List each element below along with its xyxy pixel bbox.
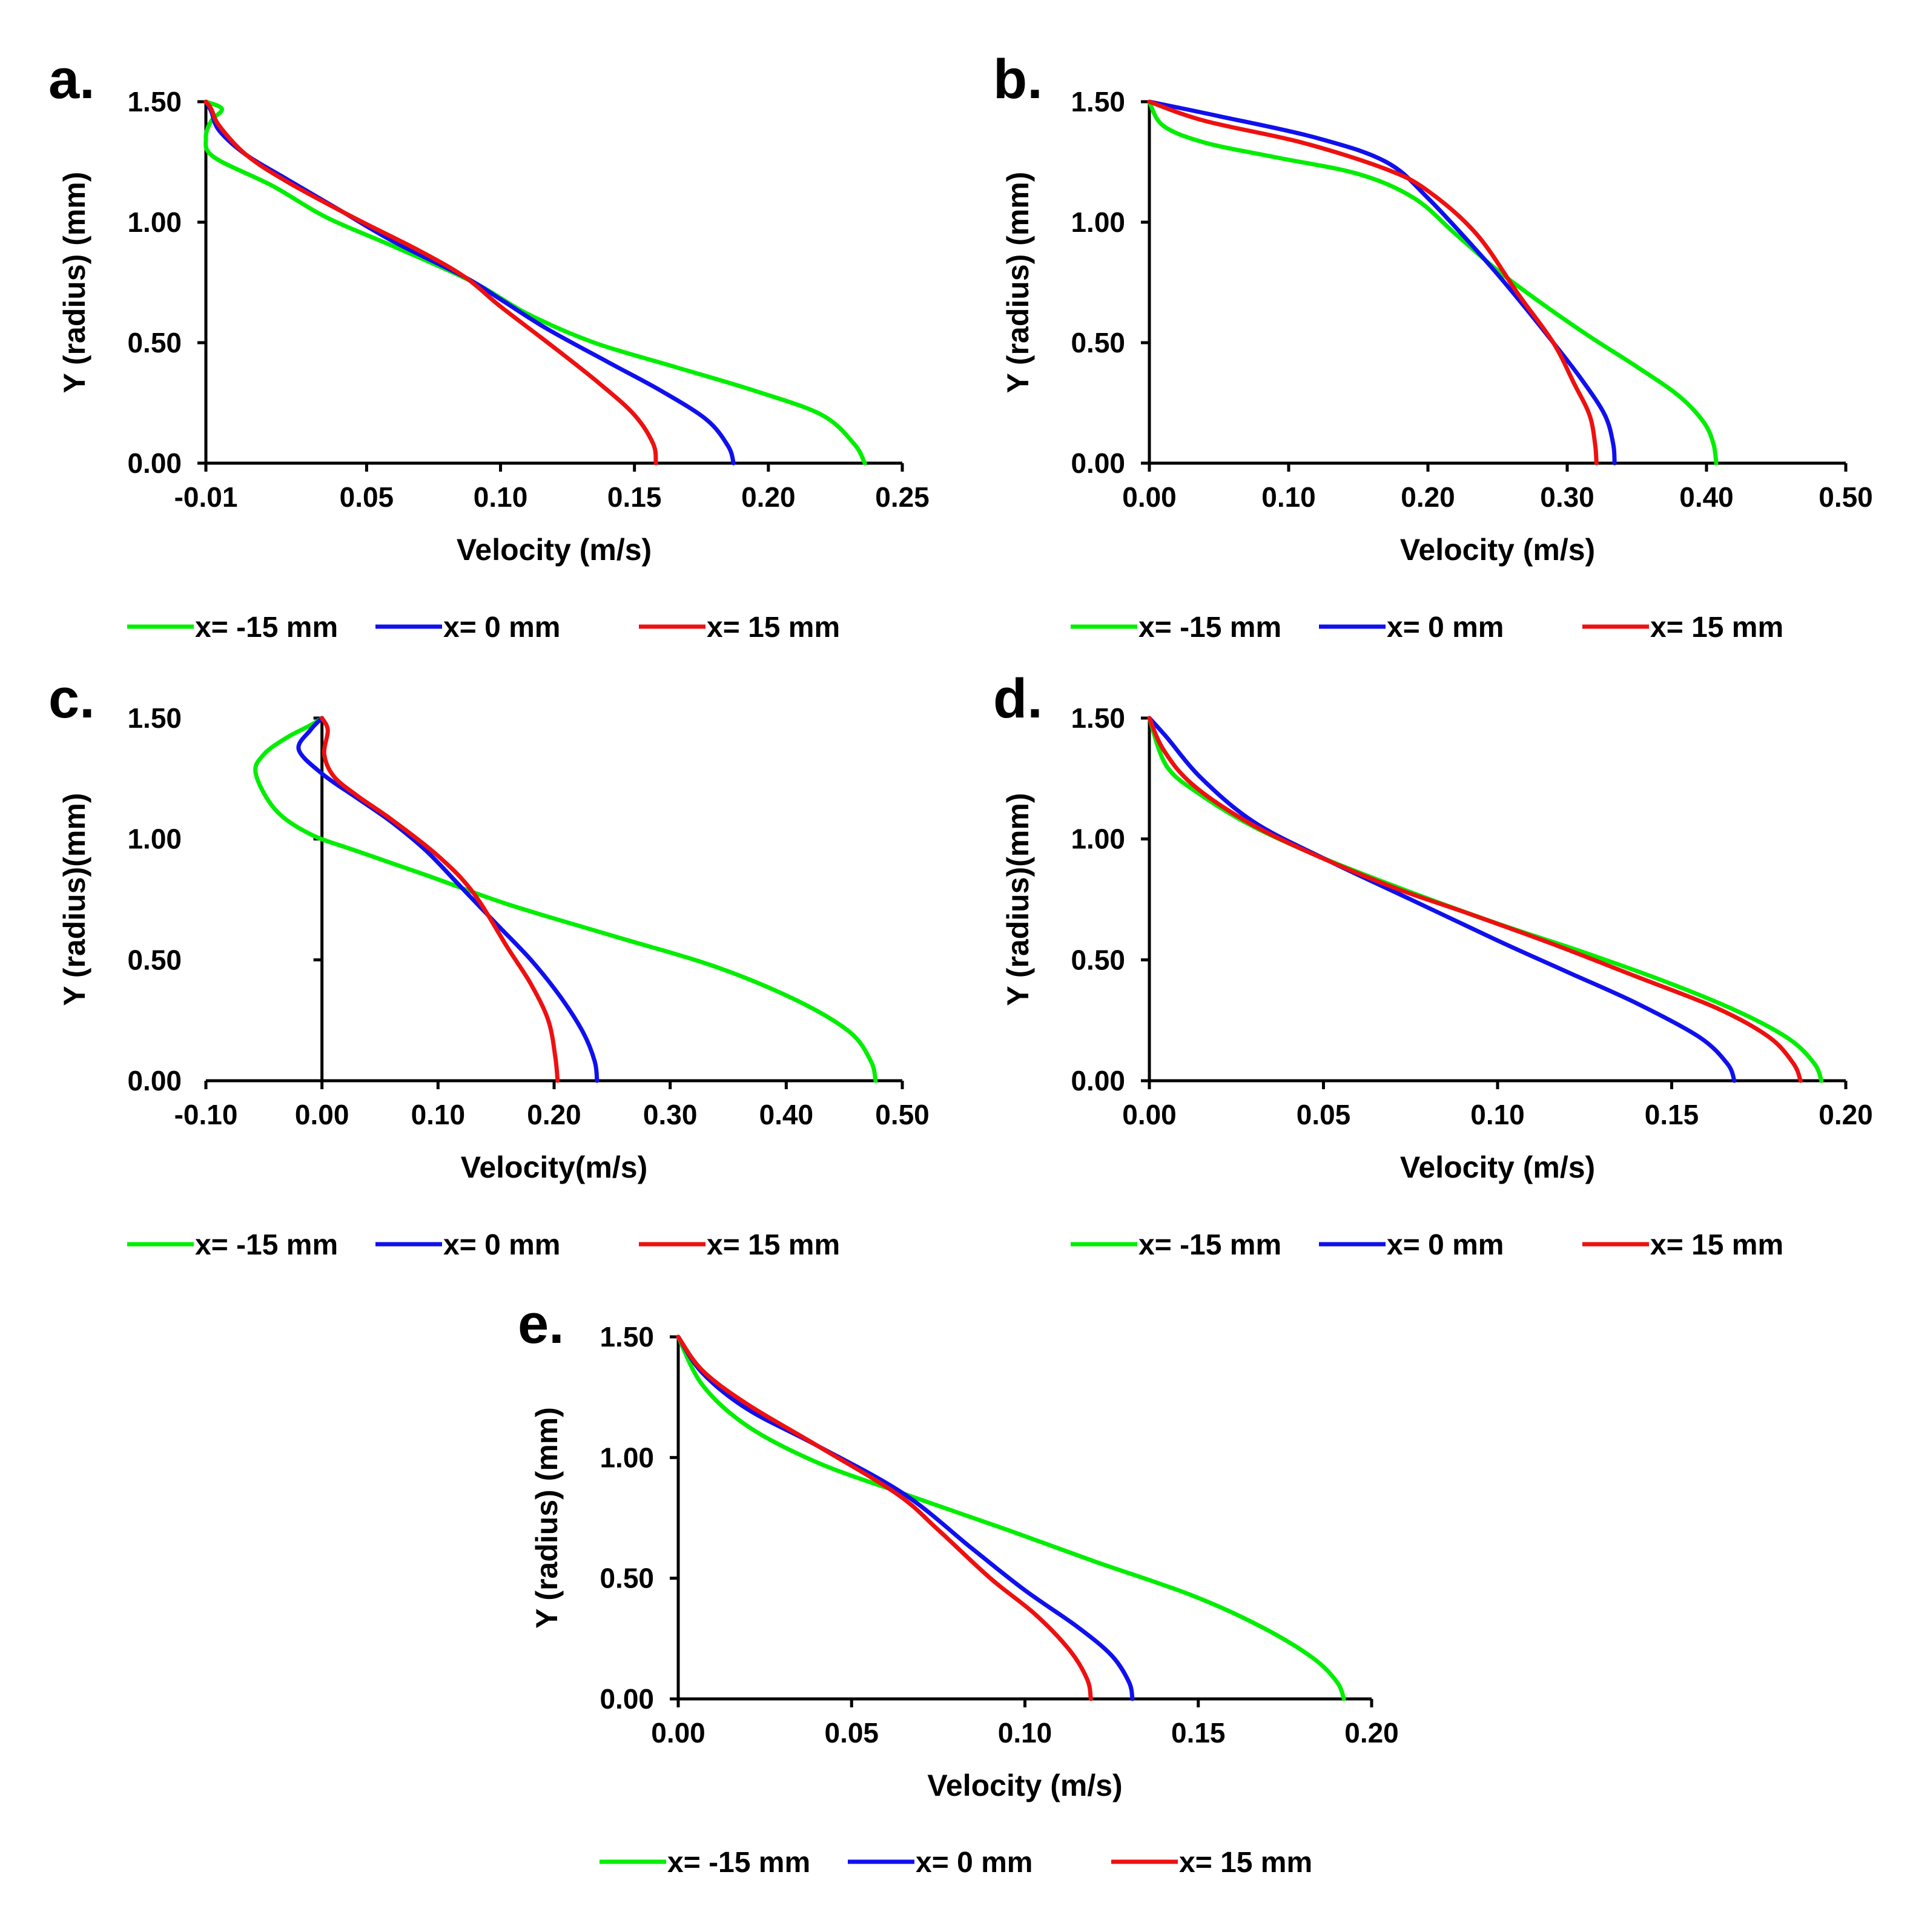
series-line-green	[1147, 99, 1719, 466]
y-axis-title: Y (radius) (mm)	[530, 1407, 564, 1629]
x-tick-label: 0.20	[1401, 481, 1455, 513]
series-line-red	[676, 1334, 1093, 1701]
chart-panel-e: e. 0.00 0.05 0.10 0.15 0.20 0.00 0.50 1.00 1.50 Ve…	[518, 1293, 1399, 1879]
x-tick-label: 0.20	[1819, 1099, 1873, 1130]
x-tick-label: -0.10	[174, 1099, 238, 1130]
y-tick-label: 1.00	[1071, 823, 1125, 855]
series-line-green	[253, 716, 878, 1083]
y-axis-title: Y (radius) (mm)	[1001, 172, 1035, 394]
legend-label: x= -15 mm	[1138, 612, 1281, 644]
x-axis-title: Velocity (m/s)	[457, 533, 652, 567]
legend-label: x= 15 mm	[1650, 1229, 1783, 1261]
legend-label: x= 15 mm	[707, 612, 840, 644]
x-tick-label: 0.30	[643, 1099, 698, 1130]
x-axis-title: Velocity (m/s)	[1400, 1150, 1595, 1184]
y-axis-title: Y (radius)(mm)	[1001, 793, 1035, 1006]
y-tick-label: 0.00	[1071, 447, 1125, 479]
series-line-blue	[296, 716, 600, 1083]
x-tick-label: -0.01	[174, 481, 238, 513]
chart-panel-a: a. -0.01 0.05 0.10 0.15 0.20 0.25 0.00 0.50 1.00 1…	[48, 48, 930, 644]
y-tick-label: 0.50	[1071, 327, 1125, 358]
y-tick-label: 1.50	[600, 1321, 654, 1353]
y-tick-label: 1.00	[127, 206, 182, 238]
series-line-blue	[676, 1334, 1135, 1701]
x-tick-label: 0.00	[1122, 1099, 1177, 1130]
x-tick-label: 0.20	[527, 1099, 581, 1130]
x-tick-label: 0.00	[295, 1099, 349, 1130]
x-tick-label: 0.05	[340, 481, 394, 513]
y-tick-label: 1.50	[127, 86, 182, 117]
x-tick-label: 0.10	[1261, 481, 1316, 513]
y-tick-label: 1.00	[1071, 206, 1125, 238]
y-tick-label: 1.00	[127, 823, 182, 855]
series-line-red	[1147, 99, 1599, 466]
y-tick-label: 1.00	[600, 1442, 654, 1473]
panel-label: a.	[48, 48, 95, 110]
x-axis-title: Velocity (m/s)	[927, 1769, 1122, 1802]
series-line-blue	[1147, 716, 1737, 1083]
y-tick-label: 0.50	[600, 1563, 654, 1594]
y-tick-label: 0.00	[127, 1065, 182, 1096]
y-tick-label: 1.50	[127, 702, 182, 734]
legend-label: x= 0 mm	[916, 1847, 1032, 1879]
legend-label: x= 0 mm	[443, 1229, 560, 1261]
legend-label: x= -15 mm	[195, 1229, 338, 1261]
y-tick-label: 0.00	[1071, 1065, 1125, 1096]
y-axis-title: Y (radius) (mm)	[58, 172, 91, 394]
legend-label: x= -15 mm	[667, 1847, 810, 1879]
y-tick-label: 0.50	[127, 327, 182, 358]
legend-label: x= -15 mm	[195, 612, 338, 644]
x-axis-title: Velocity (m/s)	[1400, 533, 1595, 567]
y-axis-title: Y (radius)(mm)	[58, 793, 91, 1006]
x-tick-label: 0.30	[1540, 481, 1594, 513]
legend-label: x= 15 mm	[707, 1229, 840, 1261]
legend-label: x= -15 mm	[1138, 1229, 1281, 1261]
chart-panel-d: d. 0.00 0.05 0.10 0.15 0.20 0.00 0.50 1.00 1.50 Ve…	[993, 668, 1873, 1261]
y-tick-label: 1.50	[1071, 702, 1125, 734]
x-tick-label: 0.10	[998, 1717, 1052, 1749]
chart-panel-c: c.-0.10 0.00 0.10 0.20 0.30 0.40 0.500.000.501…	[48, 668, 930, 1261]
x-tick-label: 0.00	[651, 1717, 705, 1749]
series-line-red	[1147, 716, 1803, 1083]
legend-label: x= 15 mm	[1179, 1847, 1312, 1879]
x-tick-label: 0.50	[1819, 481, 1873, 513]
y-tick-label: 0.00	[600, 1683, 654, 1715]
legend-label: x= 15 mm	[1650, 612, 1783, 644]
x-tick-label: 0.05	[1297, 1099, 1351, 1130]
x-tick-label: 0.05	[824, 1717, 879, 1749]
panel-label: e.	[518, 1293, 564, 1355]
x-axis-title: Velocity(m/s)	[461, 1150, 647, 1184]
y-tick-label: 1.50	[1071, 86, 1125, 117]
x-tick-label: 0.50	[875, 1099, 930, 1130]
x-tick-label: 0.40	[759, 1099, 814, 1130]
legend-label: x= 0 mm	[1387, 1229, 1504, 1261]
legend-label: x= 0 mm	[1387, 612, 1504, 644]
x-tick-label: 0.20	[741, 481, 796, 513]
series-line-blue	[1147, 99, 1617, 466]
chart-panel-b: b. 0.00 0.10 0.20 0.30 0.40 0.50 0.00 0.50 1.00 1.…	[993, 48, 1873, 644]
series-line-red	[320, 716, 560, 1083]
panel-label: d.	[993, 668, 1043, 730]
y-tick-label: 0.00	[127, 447, 182, 479]
series-line-red	[203, 99, 658, 466]
series-line-green	[203, 99, 867, 466]
panel-label: b.	[993, 48, 1043, 110]
y-tick-label: 0.50	[127, 944, 182, 975]
legend-label: x= 0 mm	[443, 612, 560, 644]
x-tick-label: 0.10	[411, 1099, 466, 1130]
x-tick-label: 0.25	[875, 481, 930, 513]
x-tick-label: 0.15	[607, 481, 662, 513]
x-tick-label: 0.00	[1122, 481, 1177, 513]
x-tick-label: 0.15	[1171, 1717, 1226, 1749]
x-tick-label: 0.10	[1470, 1099, 1525, 1130]
x-tick-label: 0.40	[1679, 481, 1734, 513]
x-tick-label: 0.10	[474, 481, 528, 513]
y-tick-label: 0.50	[1071, 944, 1125, 975]
series-line-green	[676, 1334, 1346, 1701]
x-tick-label: 0.15	[1645, 1099, 1699, 1130]
x-tick-label: 0.20	[1344, 1717, 1399, 1749]
series-line-green	[1147, 716, 1824, 1083]
panel-label: c.	[48, 668, 95, 730]
